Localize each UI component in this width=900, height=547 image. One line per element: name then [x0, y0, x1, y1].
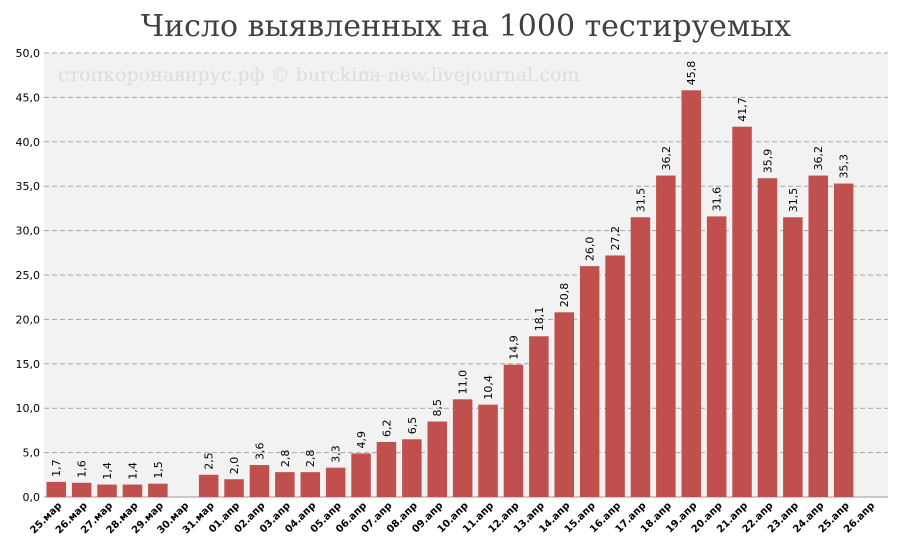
y-tick-label: 0,0: [23, 491, 41, 504]
x-axis-labels: 25.мар26.мар27.мар28.мар29.мар30.мар31.м…: [28, 500, 877, 536]
data-label: 2,0: [228, 457, 241, 475]
bar: [325, 467, 346, 497]
data-label: 3,3: [330, 445, 343, 463]
bar: [808, 175, 828, 497]
data-label: 41,7: [736, 97, 749, 122]
bar: [605, 255, 625, 497]
bar: [300, 472, 320, 497]
bar: [351, 453, 371, 497]
data-label: 2,5: [203, 452, 216, 470]
bar: [833, 183, 854, 497]
y-tick-label: 15,0: [16, 358, 41, 371]
y-tick-label: 40,0: [16, 136, 41, 149]
data-label: 1,5: [152, 461, 165, 479]
y-tick-label: 5,0: [23, 447, 41, 460]
bar: [452, 399, 473, 497]
bar: [275, 472, 295, 497]
bar: [757, 178, 778, 497]
data-label: 31,6: [711, 187, 724, 212]
y-tick-label: 35,0: [16, 180, 41, 193]
data-label: 10,4: [482, 375, 495, 400]
data-label: 27,2: [609, 226, 622, 251]
y-tick-label: 45,0: [16, 91, 41, 104]
bar: [503, 364, 524, 497]
bar: [122, 484, 143, 497]
y-tick-label: 50,0: [16, 47, 41, 60]
data-label: 2,8: [304, 450, 317, 468]
bar: [71, 482, 92, 497]
data-label: 35,3: [838, 154, 851, 179]
bar: [529, 336, 549, 497]
data-label: 1,4: [126, 462, 139, 480]
bar: [46, 481, 66, 497]
chart-title: Число выявленных на 1000 тестируемых: [141, 9, 791, 44]
data-label: 31,5: [787, 188, 800, 213]
data-label: 8,5: [431, 399, 444, 417]
bar: [224, 479, 244, 497]
data-label: 2,8: [279, 450, 292, 468]
bar: [732, 126, 752, 497]
data-label: 11,0: [457, 370, 470, 395]
bar: [630, 217, 651, 497]
bar: [554, 312, 574, 497]
bar: [198, 474, 219, 497]
bars: [46, 90, 854, 498]
gridlines: [44, 52, 888, 454]
watermark-text: стопкоронавирус.рф © burckina-new.livejo…: [58, 64, 579, 86]
y-tick-label: 30,0: [16, 225, 41, 238]
bar: [97, 484, 117, 497]
data-label: 3,6: [253, 443, 266, 461]
data-label: 1,6: [76, 460, 89, 478]
bar: [579, 266, 600, 497]
bar: [376, 441, 397, 497]
data-label: 36,2: [812, 146, 825, 171]
data-label: 18,1: [533, 307, 546, 332]
bar: [783, 217, 803, 497]
y-tick-label: 10,0: [16, 402, 41, 415]
bar: [402, 439, 422, 497]
data-label: 14,9: [507, 335, 520, 360]
data-label: 35,9: [761, 149, 774, 174]
bar: [249, 465, 270, 497]
bar: [478, 404, 498, 497]
data-label: 1,7: [50, 459, 63, 477]
data-label: 6,2: [380, 419, 393, 437]
y-tick-label: 20,0: [16, 313, 41, 326]
bar: [427, 421, 447, 497]
data-labels: 1,7 1,6 1,4 1,4 1,5 2,5 2,0 3,6 2,8 2,8 3,3 4,9 6,2 6…: [50, 61, 850, 480]
data-label: 26,0: [584, 237, 597, 262]
bar: [706, 216, 727, 497]
data-label: 20,8: [558, 283, 571, 308]
data-label: 45,8: [685, 61, 698, 86]
bar: [656, 175, 676, 497]
data-label: 6,5: [406, 417, 419, 435]
y-axis-ticks: 0,0 5,0 10,0 15,0 20,0 25,0 30,0 35,0 40,0 45,0 50…: [16, 47, 41, 504]
bar: [148, 483, 168, 497]
y-tick-label: 25,0: [16, 269, 41, 282]
data-label: 36,2: [660, 146, 673, 171]
data-label: 1,4: [101, 462, 114, 480]
data-label: 31,5: [634, 188, 647, 213]
bar: [681, 90, 701, 498]
data-label: 4,9: [355, 431, 368, 449]
